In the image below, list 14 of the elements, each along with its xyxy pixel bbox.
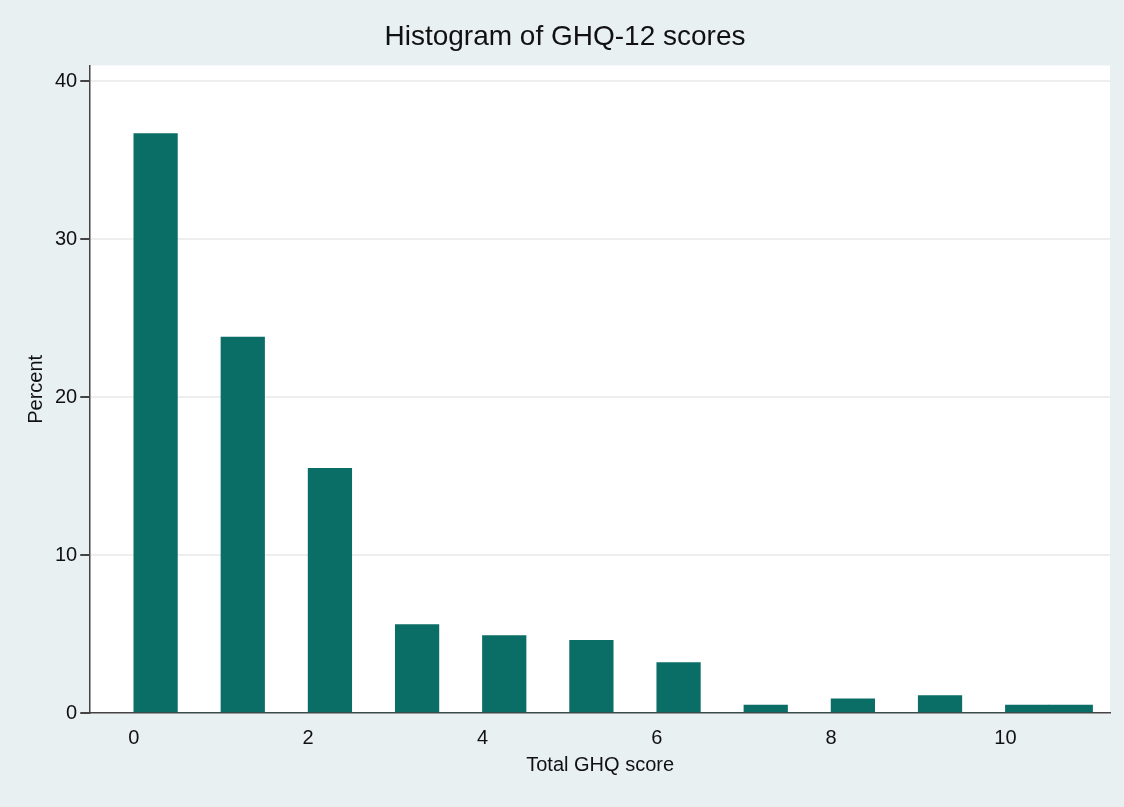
y-tick-label: 30 <box>55 226 78 249</box>
x-tick-label: 8 <box>825 725 837 748</box>
chart-title: Histogram of GHQ-12 scores <box>384 19 746 51</box>
x-tick-label: 0 <box>128 725 140 748</box>
x-tick-label: 4 <box>476 725 489 748</box>
x-tick-label: 6 <box>651 725 663 748</box>
x-tick-label: 2 <box>302 725 314 748</box>
y-tick-label: 10 <box>55 542 78 565</box>
y-tick-label: 0 <box>66 700 78 723</box>
y-axis-title: Percent <box>23 354 46 424</box>
x-axis-title: Total GHQ score <box>526 752 675 775</box>
y-tick-label: 40 <box>55 68 78 91</box>
y-tick-label: 20 <box>55 384 78 407</box>
x-tick-label: 10 <box>994 725 1017 748</box>
